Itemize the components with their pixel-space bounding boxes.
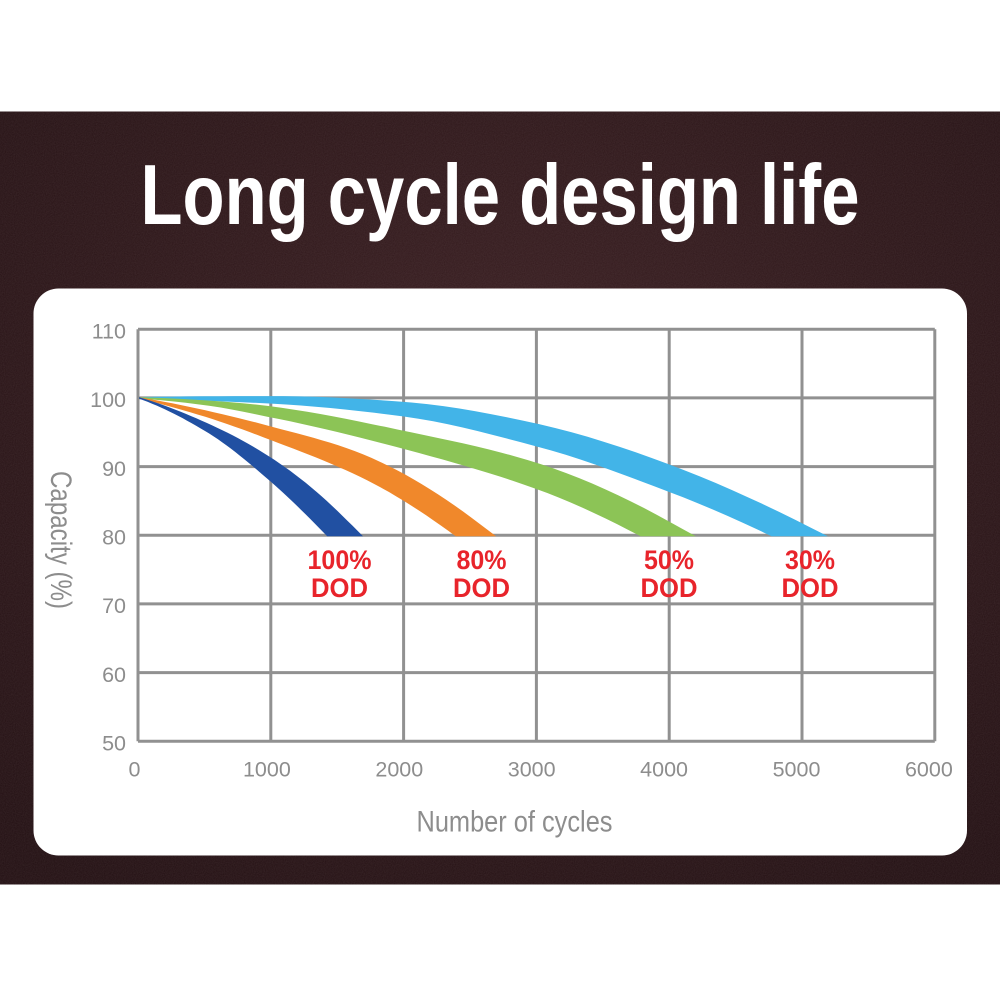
svg-text:DOD: DOD — [453, 573, 510, 603]
svg-text:DOD: DOD — [782, 573, 839, 603]
svg-text:70: 70 — [102, 594, 126, 618]
svg-text:DOD: DOD — [641, 573, 698, 603]
svg-text:6000: 6000 — [905, 758, 953, 782]
svg-text:4000: 4000 — [640, 758, 688, 782]
svg-text:60: 60 — [102, 663, 126, 687]
svg-text:Number of cycles: Number of cycles — [417, 806, 613, 839]
svg-text:110: 110 — [92, 319, 126, 343]
svg-text:DOD: DOD — [311, 573, 368, 603]
svg-text:5000: 5000 — [773, 758, 821, 782]
svg-text:90: 90 — [102, 457, 126, 481]
svg-text:100%: 100% — [308, 545, 372, 575]
svg-text:50%: 50% — [644, 545, 694, 575]
svg-text:3000: 3000 — [508, 758, 556, 782]
svg-text:Long cycle design life: Long cycle design life — [141, 148, 860, 243]
svg-text:50: 50 — [102, 732, 126, 756]
svg-text:80: 80 — [102, 525, 126, 549]
svg-text:Capacity (%): Capacity (%) — [44, 471, 77, 609]
svg-text:2000: 2000 — [375, 758, 423, 782]
svg-text:30%: 30% — [785, 545, 835, 575]
svg-text:80%: 80% — [457, 545, 507, 575]
svg-text:100: 100 — [90, 388, 126, 412]
svg-text:1000: 1000 — [243, 758, 291, 782]
svg-text:0: 0 — [129, 758, 141, 782]
